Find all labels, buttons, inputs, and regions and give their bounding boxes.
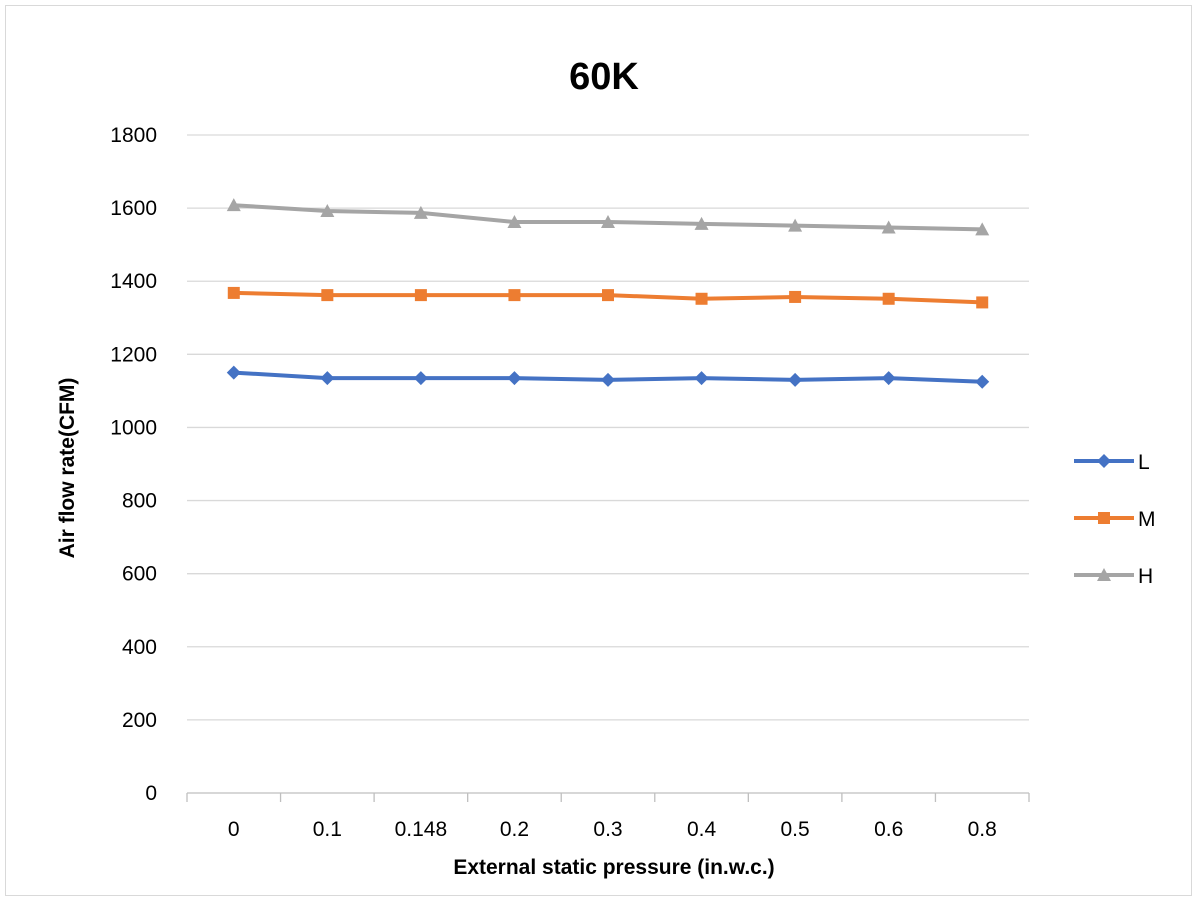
y-tick-label: 400: [122, 636, 157, 659]
x-tick-label: 0: [228, 818, 240, 841]
y-tick-label: 600: [122, 563, 157, 586]
data-point-H: [975, 222, 990, 236]
line-chart: 0 200 400 600 800 1000 1200 1400 1600 1800 0 0.1 0.1…: [56, 56, 1156, 879]
x-tick-label: 0.4: [687, 818, 717, 841]
legend-entry-M: M: [1074, 508, 1156, 531]
data-point-L: [601, 372, 615, 387]
data-point-H: [601, 215, 615, 229]
y-tick-label: 1000: [110, 416, 157, 439]
y-tick-label: 200: [122, 709, 157, 732]
data-point-H: [694, 216, 709, 230]
legend-marker: [1097, 568, 1111, 581]
legend-marker: [1098, 512, 1110, 524]
legend-label: H: [1138, 565, 1153, 588]
chart-title: 60K: [569, 56, 639, 98]
y-tick-label: 1200: [110, 343, 157, 366]
data-point-L: [507, 371, 522, 386]
y-tick-label: 800: [122, 490, 157, 513]
axes: [186, 792, 1030, 802]
legend-label: M: [1138, 508, 1156, 531]
x-tick-label: 0.148: [395, 818, 448, 841]
y-tick-label: 0: [145, 782, 157, 805]
y-tick-label: 1800: [110, 124, 157, 147]
chart-frame: 0 200 400 600 800 1000 1200 1400 1600 1800 0 0.1 0.1…: [5, 5, 1192, 896]
gridlines: [187, 134, 1029, 721]
x-tick-label: 0.3: [593, 818, 622, 841]
data-point-L: [226, 365, 241, 380]
x-tick-label: 0.1: [313, 818, 342, 841]
data-point-L: [694, 371, 709, 386]
data-point-M: [695, 292, 708, 305]
data-point-M: [508, 289, 521, 302]
data-point-M: [882, 292, 895, 305]
x-tick-label: 0.2: [500, 818, 529, 841]
data-point-M: [414, 289, 427, 302]
data-point-L: [788, 372, 803, 387]
data-point-M: [789, 290, 802, 303]
data-point-H: [881, 220, 896, 234]
data-point-M: [227, 286, 240, 299]
data-point-L: [320, 371, 335, 386]
data-point-M: [976, 296, 989, 309]
data-point-L: [975, 374, 990, 389]
legend-label: L: [1138, 451, 1150, 474]
data-point-L: [881, 371, 896, 386]
legend: L M H: [1074, 451, 1156, 588]
y-tick-label: 1400: [110, 270, 157, 293]
tick-labels: 0 200 400 600 800 1000 1200 1400 1600 1800 0 0.1 0.1…: [110, 124, 997, 841]
data-point-H: [413, 205, 428, 219]
legend-entry-H: H: [1074, 565, 1153, 588]
legend-entry-L: L: [1074, 451, 1150, 474]
data-point-H: [226, 198, 241, 212]
legend-marker: [1097, 454, 1111, 468]
x-tick-label: 0.8: [968, 818, 997, 841]
x-tick-label: 0.5: [781, 818, 810, 841]
x-tick-label: 0.6: [874, 818, 903, 841]
data-point-L: [413, 371, 428, 386]
data-point-M: [321, 289, 334, 302]
y-axis-title: Air flow rate(CFM): [56, 378, 79, 559]
data-point-M: [602, 289, 614, 302]
data-point-H: [320, 204, 335, 218]
x-axis-title: External static pressure (in.w.c.): [453, 856, 774, 879]
y-tick-label: 1600: [110, 197, 157, 220]
series-markers: [226, 198, 990, 389]
data-point-H: [507, 215, 522, 229]
data-point-H: [788, 218, 803, 232]
